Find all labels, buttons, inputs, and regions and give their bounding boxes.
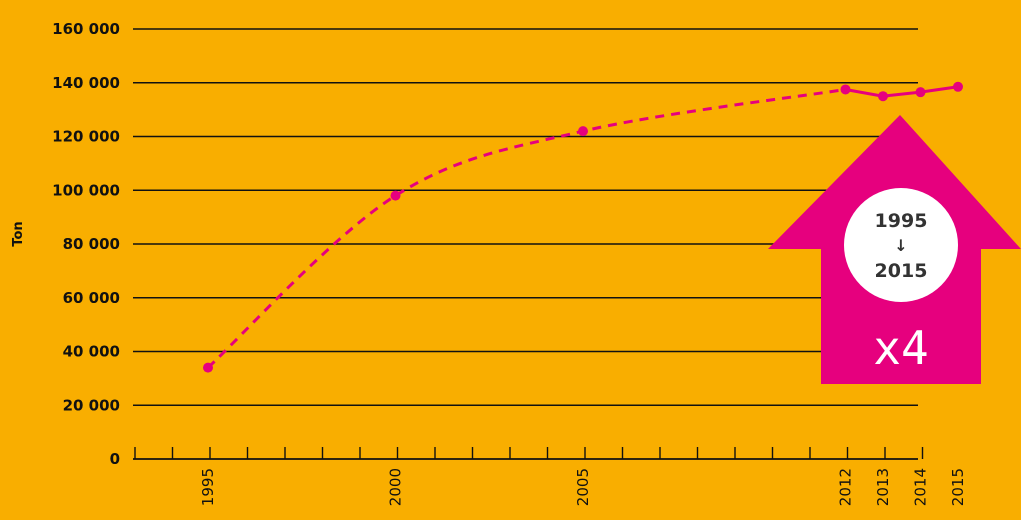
x-axis-tick-labels: 1995 2000 2005 2012 2013 2014 2015 xyxy=(199,468,967,506)
y-axis-label: Ton xyxy=(11,221,26,246)
badge-down-arrow: ↓ xyxy=(894,236,907,255)
data-point xyxy=(390,190,401,201)
y-tick-label: 160 000 xyxy=(52,20,120,38)
badge-year-to: 2015 xyxy=(875,260,928,282)
x-tick-label: 2014 xyxy=(912,468,930,506)
y-axis-tick-labels: 0 20 000 40 000 60 000 80 000 100 000 120 000 1… xyxy=(52,20,120,468)
y-tick-label: 140 000 xyxy=(52,74,120,92)
series-lines xyxy=(206,85,959,369)
y-tick-label: 60 000 xyxy=(63,289,120,307)
y-tick-label: 40 000 xyxy=(63,343,120,361)
y-tick-label: 0 xyxy=(110,450,120,468)
badge-multiplier: x4 xyxy=(873,321,928,375)
badge-circle xyxy=(844,188,958,302)
x-tick-label: 2015 xyxy=(949,468,967,506)
series-line-dashed xyxy=(206,87,846,369)
growth-badge: 1995 ↓ 2015 x4 xyxy=(768,115,1021,384)
data-point xyxy=(915,87,926,98)
data-point xyxy=(878,91,888,102)
data-point xyxy=(840,84,851,95)
y-tick-label: 100 000 xyxy=(52,181,120,199)
y-tick-label: 20 000 xyxy=(63,396,120,414)
data-point xyxy=(203,362,213,373)
data-point xyxy=(578,126,588,137)
gridlines xyxy=(133,28,918,460)
y-tick-label: 80 000 xyxy=(63,235,120,253)
x-tick-label: 2013 xyxy=(874,468,892,506)
series-points xyxy=(203,81,963,373)
x-tick-label: 2000 xyxy=(387,468,405,506)
x-axis xyxy=(133,447,924,460)
x-tick-label: 2012 xyxy=(837,468,855,506)
badge-year-from: 1995 xyxy=(875,210,928,232)
x-tick-label: 1995 xyxy=(199,468,217,506)
y-tick-label: 120 000 xyxy=(52,128,120,146)
data-point xyxy=(953,81,963,92)
x-tick-label: 2005 xyxy=(574,468,592,506)
series-line-solid xyxy=(845,85,959,98)
